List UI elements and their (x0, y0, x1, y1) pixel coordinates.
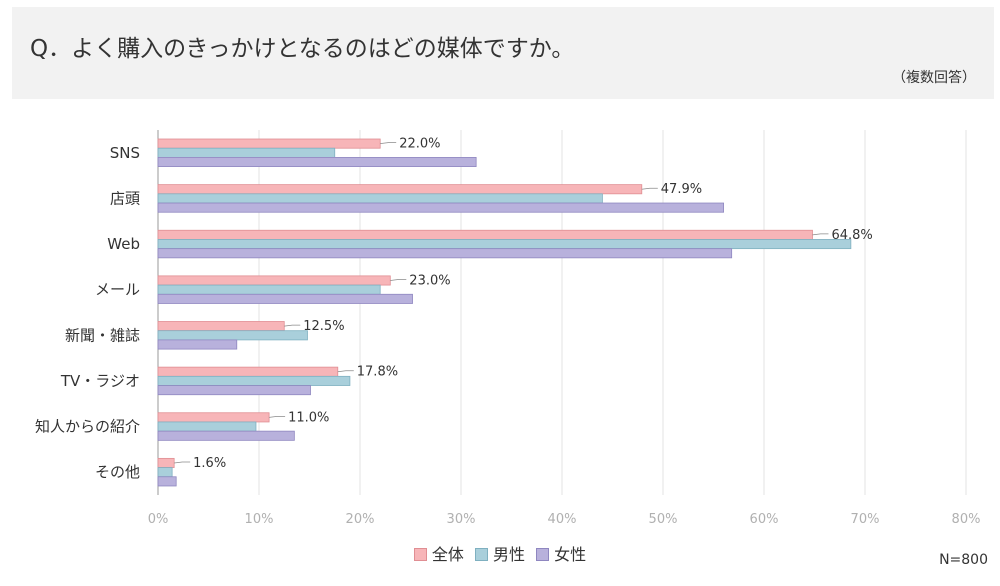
bar-male (157, 193, 603, 204)
sample-size: N=800 (939, 552, 988, 568)
legend-label-overall: 全体 (431, 545, 464, 564)
category-label: 店頭 (110, 189, 140, 207)
data-label: 64.8% (831, 228, 872, 243)
x-tick-label: 0% (148, 512, 169, 527)
data-label: 12.5% (303, 319, 344, 334)
category-label: 新聞・雑誌 (65, 326, 140, 344)
data-label: 22.0% (399, 137, 440, 152)
legend-swatch-male (474, 548, 488, 561)
bar-female (157, 156, 477, 167)
bar-overall (157, 412, 270, 423)
category-label: Web (107, 235, 140, 253)
bar-male (157, 147, 336, 158)
legend-swatch-female (536, 548, 550, 561)
data-label-leader (284, 324, 301, 327)
bar-male (157, 330, 308, 341)
legend-item-overall: 全体 (413, 541, 464, 565)
bar-male (157, 421, 257, 432)
legend-label-female: 女性 (554, 545, 587, 564)
data-label-leader (812, 233, 829, 236)
x-tick-label: 20% (346, 512, 375, 527)
category-label: 知人からの紹介 (35, 418, 140, 436)
x-tick-label: 10% (245, 512, 274, 527)
legend-swatch-overall (413, 548, 427, 561)
data-label-leader (174, 461, 191, 464)
bar-overall (157, 138, 381, 149)
x-tick-label: 70% (851, 512, 880, 527)
data-label: 23.0% (409, 273, 450, 288)
bar-female (157, 430, 295, 441)
legend-item-female: 女性 (536, 541, 586, 565)
data-label: 1.6% (193, 456, 226, 471)
bar-overall (157, 366, 339, 377)
multiple-answer-note: （複数回答） (892, 70, 976, 86)
bar-male (157, 239, 852, 250)
data-label-leader (337, 370, 354, 373)
data-label-leader (641, 187, 658, 190)
x-tick-label: 40% (548, 512, 577, 527)
question-title: Q．よく購入のきっかけとなるのはどの媒体ですか。 (30, 36, 575, 62)
category-label: メール (95, 281, 140, 299)
bar-overall (157, 184, 643, 195)
bar-male (157, 375, 351, 386)
bar-female (157, 476, 177, 487)
chart-legend: 全体 男性 女性 (0, 541, 1000, 565)
x-tick-label: 60% (750, 512, 779, 527)
bar-female (157, 248, 733, 259)
bar-female (157, 339, 238, 350)
data-label-leader (380, 142, 397, 144)
category-label: その他 (95, 463, 140, 481)
legend-item-male: 男性 (474, 541, 525, 565)
bar-female (157, 202, 724, 213)
bar-overall (157, 457, 175, 468)
bar-overall (157, 275, 391, 286)
data-label: 17.8% (357, 365, 398, 380)
bar-male (157, 467, 173, 478)
data-label-leader (390, 279, 407, 281)
legend-label-male: 男性 (492, 545, 525, 564)
x-tick-label: 80% (952, 512, 981, 527)
category-label: TV・ラジオ (60, 372, 140, 390)
category-label: SNS (110, 144, 140, 162)
bar-male (157, 284, 381, 295)
question-header: Q．よく購入のきっかけとなるのはどの媒体ですか。 （複数回答） (12, 7, 994, 99)
bar-overall (157, 229, 813, 240)
data-label: 11.0% (288, 410, 329, 425)
data-label-leader (269, 415, 286, 418)
bar-female (157, 385, 311, 396)
x-tick-label: 30% (447, 512, 476, 527)
bar-female (157, 293, 413, 304)
x-tick-label: 50% (649, 512, 678, 527)
data-label: 47.9% (661, 182, 702, 197)
bar-overall (157, 321, 285, 332)
